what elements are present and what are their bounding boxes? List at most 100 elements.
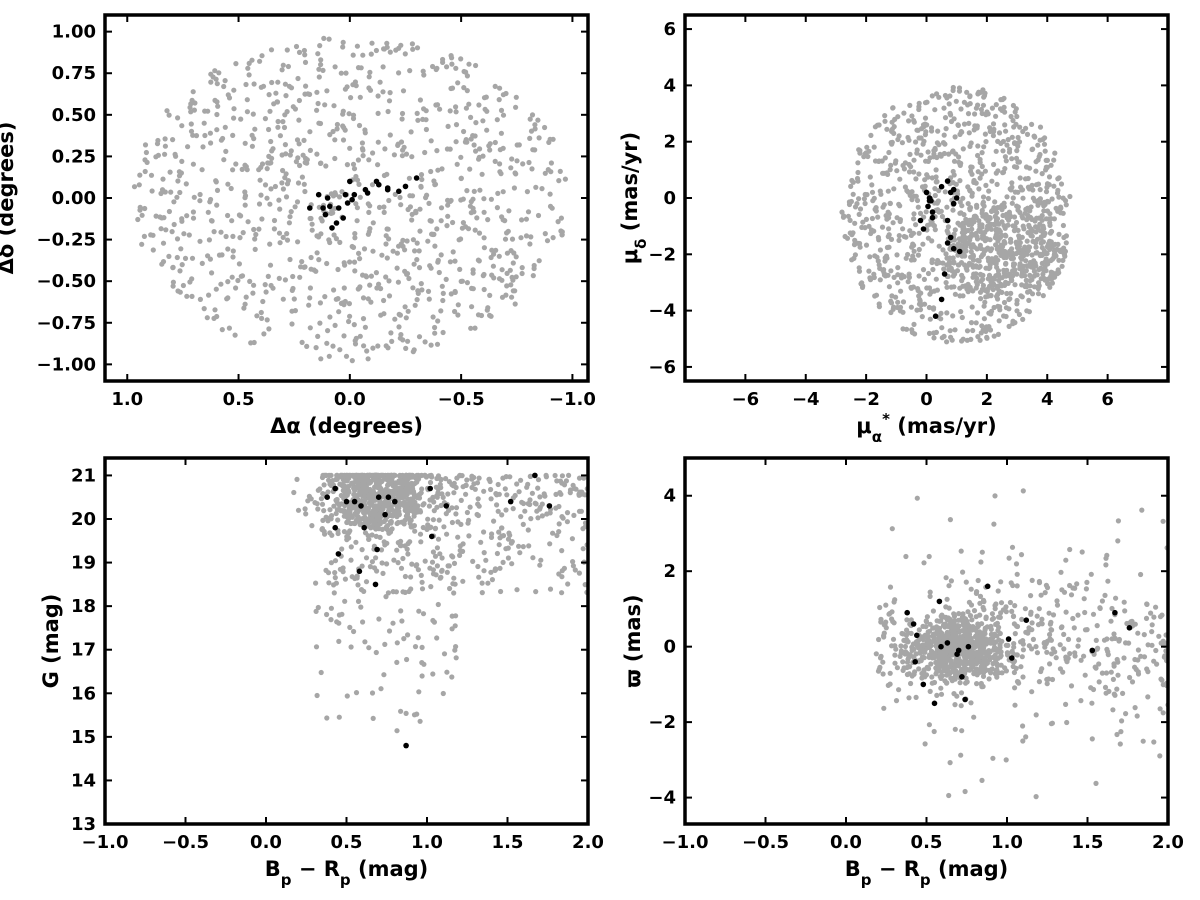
field-star-point	[866, 268, 872, 274]
field-star-point	[849, 257, 855, 263]
field-star-point	[166, 253, 172, 259]
field-star-point	[910, 230, 917, 236]
field-star-point	[895, 265, 901, 271]
field-star-point	[891, 274, 897, 280]
field-star-point	[184, 293, 190, 299]
field-star-point	[968, 336, 974, 342]
field-star-point	[1003, 757, 1009, 763]
field-star-point	[508, 282, 514, 288]
field-star-point	[265, 273, 271, 279]
field-star-point	[890, 636, 897, 642]
field-star-point	[399, 153, 405, 159]
field-star-point	[498, 588, 504, 595]
field-star-point	[989, 105, 996, 111]
field-star-point	[1020, 647, 1026, 653]
field-star-point	[444, 223, 450, 229]
field-star-point	[1014, 301, 1020, 307]
field-star-point	[280, 119, 286, 125]
field-star-point	[452, 289, 458, 295]
member-star-point	[351, 498, 358, 505]
field-star-point	[1057, 642, 1063, 648]
field-star-point	[936, 635, 942, 641]
x-axis-label: Δα (degrees)	[270, 414, 423, 438]
field-star-point	[235, 277, 241, 284]
field-star-point	[331, 582, 337, 588]
field-star-point	[892, 660, 898, 666]
field-star-point	[997, 614, 1003, 621]
field-star-point	[1040, 271, 1046, 277]
field-star-point	[983, 182, 989, 188]
field-star-point	[995, 655, 1001, 661]
field-star-point	[959, 272, 965, 278]
field-star-point	[249, 143, 255, 149]
field-star-point	[909, 673, 915, 679]
field-star-point	[401, 144, 407, 150]
field-star-point	[986, 676, 992, 682]
field-star-point	[273, 90, 279, 96]
field-star-point	[1036, 679, 1042, 685]
field-star-point	[904, 671, 911, 678]
field-star-point	[447, 259, 453, 265]
field-star-point	[264, 317, 270, 323]
field-star-point	[916, 273, 922, 279]
field-star-point	[396, 324, 402, 330]
field-star-point	[275, 118, 281, 125]
field-star-point	[380, 64, 386, 70]
field-star-point	[423, 117, 429, 123]
member-star-point	[402, 183, 409, 190]
field-star-point	[414, 240, 420, 246]
field-star-point	[397, 473, 403, 479]
field-star-point	[531, 265, 537, 272]
field-star-point	[1007, 146, 1013, 152]
field-star-point	[432, 243, 438, 249]
field-star-point	[881, 202, 887, 208]
member-star-point	[344, 200, 351, 206]
field-star-point	[915, 204, 921, 210]
field-star-point	[1144, 601, 1150, 607]
field-star-point	[1110, 676, 1116, 683]
field-star-point	[307, 325, 313, 331]
field-star-point	[905, 189, 911, 195]
field-star-point	[1047, 621, 1053, 627]
field-star-point	[190, 215, 197, 221]
field-star-point	[344, 478, 350, 484]
member-star-point	[332, 485, 339, 492]
field-star-point	[535, 117, 541, 123]
field-star-point	[302, 52, 308, 58]
field-star-point	[280, 296, 286, 302]
field-star-point	[369, 532, 375, 538]
field-star-point	[464, 88, 470, 94]
field-star-point	[555, 219, 561, 225]
field-star-point	[977, 271, 984, 277]
field-star-point	[886, 149, 892, 156]
field-star-point	[405, 551, 411, 557]
field-star-point	[905, 639, 911, 645]
field-star-point	[1093, 780, 1099, 787]
field-star-point	[963, 579, 969, 585]
field-star-point	[493, 247, 499, 253]
field-star-point	[276, 197, 282, 203]
field-star-point	[428, 218, 434, 224]
field-star-point	[993, 113, 999, 119]
field-star-point	[395, 560, 401, 566]
field-star-point	[308, 254, 314, 261]
field-star-point	[536, 258, 542, 264]
field-star-point	[968, 320, 975, 326]
field-star-point	[308, 266, 314, 272]
field-star-point	[175, 178, 181, 184]
field-star-point	[877, 188, 883, 194]
field-star-point	[898, 643, 904, 649]
field-star-point	[998, 600, 1005, 606]
field-star-point	[259, 53, 265, 59]
field-star-point	[989, 207, 996, 213]
field-star-point	[342, 472, 348, 479]
field-star-point	[1012, 702, 1018, 708]
field-star-point	[221, 83, 227, 90]
field-star-point	[1058, 625, 1064, 631]
field-star-point	[267, 108, 273, 114]
field-star-point	[870, 198, 876, 204]
field-star-point	[1058, 569, 1064, 575]
field-star-point	[494, 502, 500, 508]
field-star-point	[162, 143, 168, 149]
field-star-point	[426, 503, 432, 509]
